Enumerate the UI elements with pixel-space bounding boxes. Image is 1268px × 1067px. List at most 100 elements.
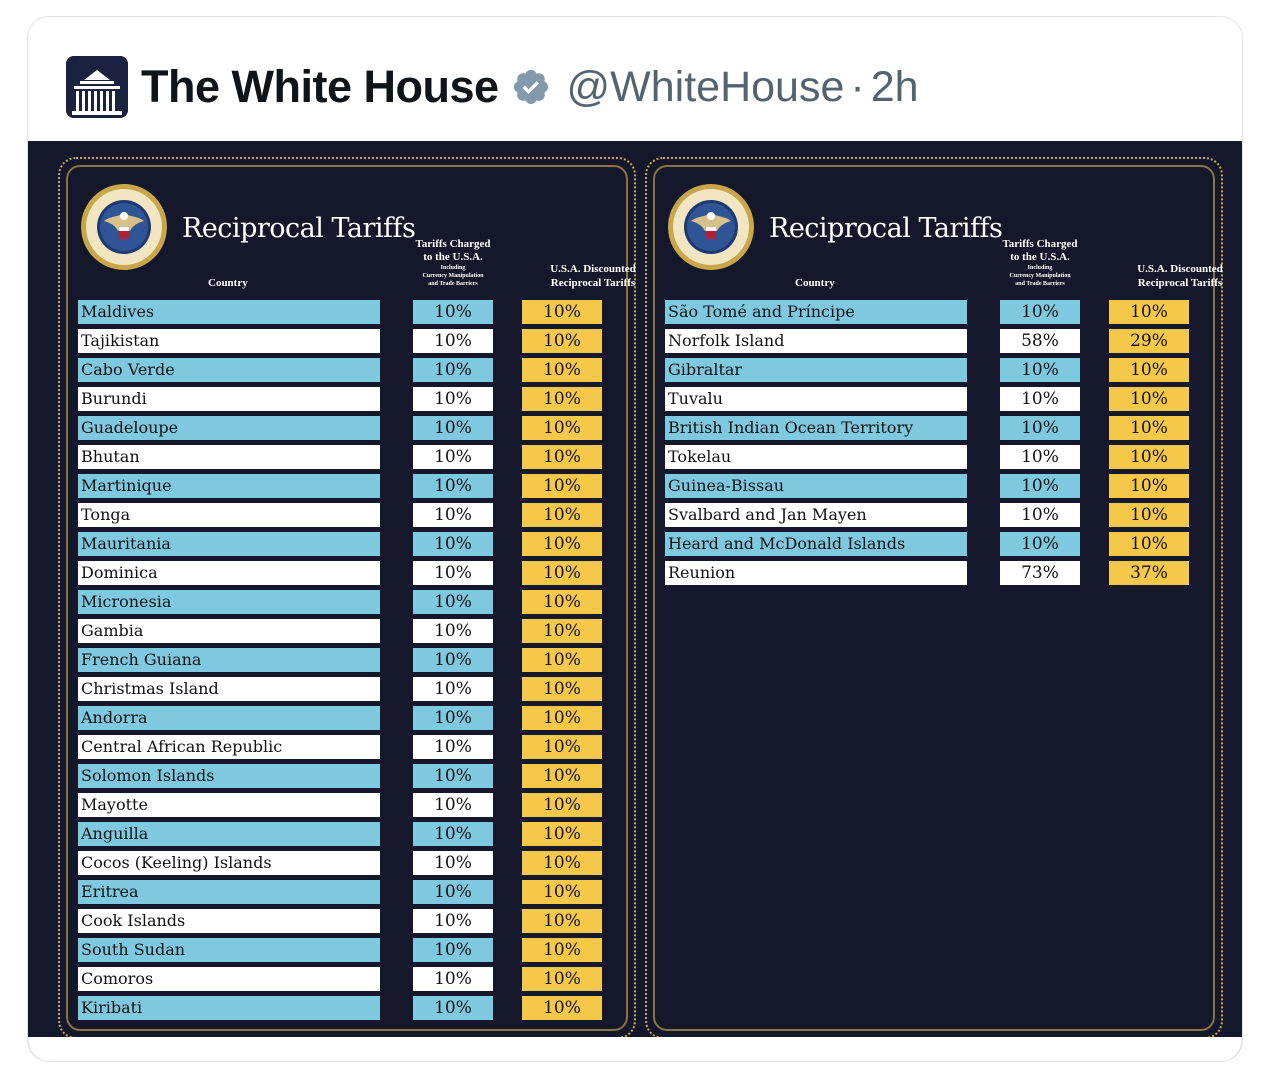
discounted-tariff-cell: 10%: [1109, 387, 1189, 411]
header-line: to the U.S.A.: [1010, 251, 1070, 263]
country-cell: Kiribati: [78, 996, 380, 1020]
table-row: Comoros 10% 10%: [60, 967, 634, 991]
country-cell: Micronesia: [78, 590, 380, 614]
discounted-tariff-cell: 10%: [522, 822, 602, 846]
tariff-charged-cell: 10%: [413, 445, 493, 469]
tariff-panel-right: Reciprocal Tariffs Country Tariffs Charged…: [645, 157, 1223, 1039]
country-cell: Martinique: [78, 474, 380, 498]
separator-dot: ·: [850, 62, 865, 111]
panel-border: [653, 165, 1215, 1031]
country-cell: Guadeloupe: [78, 416, 380, 440]
table-row: Gambia 10% 10%: [60, 619, 634, 643]
discounted-tariff-cell: 10%: [522, 619, 602, 643]
table-row: Tuvalu 10% 10%: [647, 387, 1221, 411]
country-cell: Gibraltar: [665, 358, 967, 382]
panel-title: Reciprocal Tariffs: [769, 213, 1003, 244]
country-cell: Cabo Verde: [78, 358, 380, 382]
header-line: and Trade Barriers: [428, 281, 478, 287]
tariff-charged-cell: 10%: [1000, 358, 1080, 382]
tariff-charged-cell: 73%: [1000, 561, 1080, 585]
discounted-tariff-cell: 10%: [522, 445, 602, 469]
discounted-tariff-cell: 37%: [1109, 561, 1189, 585]
header-line: Currency Manipulation: [1009, 273, 1071, 279]
tariffs-charged-column-header: Tariffs Charged to the U.S.A. Including Cur…: [403, 238, 503, 288]
discounted-tariff-cell: 10%: [1109, 416, 1189, 440]
discounted-tariff-cell: 10%: [522, 938, 602, 962]
discounted-tariff-cell: 10%: [1109, 474, 1189, 498]
tariff-charged-cell: 10%: [413, 532, 493, 556]
country-cell: Mayotte: [78, 793, 380, 817]
discounted-column-header: U.S.A. Discounted Reciprocal Tariffs: [1125, 262, 1235, 290]
table-row: South Sudan 10% 10%: [60, 938, 634, 962]
table-row: Solomon Islands 10% 10%: [60, 764, 634, 788]
country-cell: Andorra: [78, 706, 380, 730]
discounted-tariff-cell: 10%: [522, 387, 602, 411]
tariff-charged-cell: 10%: [1000, 532, 1080, 556]
tariff-charged-cell: 10%: [413, 706, 493, 730]
table-row: São Tomé and Príncipe 10% 10%: [647, 300, 1221, 324]
panel-title: Reciprocal Tariffs: [182, 213, 416, 244]
table-row: Martinique 10% 10%: [60, 474, 634, 498]
discounted-tariff-cell: 10%: [522, 735, 602, 759]
timestamp[interactable]: 2h: [870, 62, 919, 111]
country-cell: Norfolk Island: [665, 329, 967, 353]
country-cell: Tajikistan: [78, 329, 380, 353]
discounted-tariff-cell: 10%: [522, 474, 602, 498]
discounted-tariff-cell: 10%: [1109, 532, 1189, 556]
header-line: U.S.A. Discounted: [1137, 263, 1223, 275]
tariff-charged-cell: 10%: [413, 329, 493, 353]
country-cell: Cocos (Keeling) Islands: [78, 851, 380, 875]
handle[interactable]: @WhiteHouse: [566, 62, 845, 111]
tweet-card[interactable]: The White House @WhiteHouse · 2h Recipro…: [27, 16, 1243, 1062]
country-cell: Heard and McDonald Islands: [665, 532, 967, 556]
country-cell: Solomon Islands: [78, 764, 380, 788]
discounted-tariff-cell: 10%: [1109, 300, 1189, 324]
header-line: U.S.A. Discounted: [550, 263, 636, 275]
country-cell: Anguilla: [78, 822, 380, 846]
tariff-charged-cell: 10%: [413, 503, 493, 527]
discounted-tariff-cell: 10%: [1109, 445, 1189, 469]
table-row: Gibraltar 10% 10%: [647, 358, 1221, 382]
table-row: Tokelau 10% 10%: [647, 445, 1221, 469]
tariff-charged-cell: 10%: [413, 764, 493, 788]
table-row: Cocos (Keeling) Islands 10% 10%: [60, 851, 634, 875]
table-row: Cabo Verde 10% 10%: [60, 358, 634, 382]
header-line: Tariffs Charged: [415, 238, 491, 250]
tariff-charged-cell: 10%: [413, 677, 493, 701]
table-row: Svalbard and Jan Mayen 10% 10%: [647, 503, 1221, 527]
tariff-charged-cell: 10%: [413, 909, 493, 933]
display-name[interactable]: The White House: [141, 61, 499, 112]
avatar[interactable]: [66, 56, 128, 118]
discounted-tariff-cell: 10%: [522, 967, 602, 991]
table-row: British Indian Ocean Territory 10% 10%: [647, 416, 1221, 440]
discounted-tariff-cell: 10%: [1109, 503, 1189, 527]
country-cell: Tuvalu: [665, 387, 967, 411]
tariff-charged-cell: 10%: [413, 851, 493, 875]
discounted-column-header: U.S.A. Discounted Reciprocal Tariffs: [538, 262, 648, 290]
table-row: Tajikistan 10% 10%: [60, 329, 634, 353]
discounted-tariff-cell: 29%: [1109, 329, 1189, 353]
discounted-tariff-cell: 10%: [522, 909, 602, 933]
tariff-charged-cell: 10%: [1000, 416, 1080, 440]
country-cell: Dominica: [78, 561, 380, 585]
table-row: Micronesia 10% 10%: [60, 590, 634, 614]
header-line: Including: [440, 265, 466, 271]
country-cell: Christmas Island: [78, 677, 380, 701]
table-row: Kiribati 10% 10%: [60, 996, 634, 1020]
discounted-tariff-cell: 10%: [522, 590, 602, 614]
header-line: Currency Manipulation: [422, 273, 484, 279]
table-row: Christmas Island 10% 10%: [60, 677, 634, 701]
discounted-tariff-cell: 10%: [522, 677, 602, 701]
tariff-charged-cell: 10%: [1000, 387, 1080, 411]
country-cell: Guinea-Bissau: [665, 474, 967, 498]
discounted-tariff-cell: 10%: [522, 648, 602, 672]
tariff-charged-cell: 10%: [413, 938, 493, 962]
discounted-tariff-cell: 10%: [522, 880, 602, 904]
header-line: Tariffs Charged: [1002, 238, 1078, 250]
tweet-image[interactable]: Reciprocal Tariffs Country Tariffs Charged…: [28, 141, 1242, 1059]
country-cell: Tonga: [78, 503, 380, 527]
country-cell: French Guiana: [78, 648, 380, 672]
header-line: Reciprocal Tariffs: [550, 277, 636, 289]
country-cell: Bhutan: [78, 445, 380, 469]
table-row: Mayotte 10% 10%: [60, 793, 634, 817]
